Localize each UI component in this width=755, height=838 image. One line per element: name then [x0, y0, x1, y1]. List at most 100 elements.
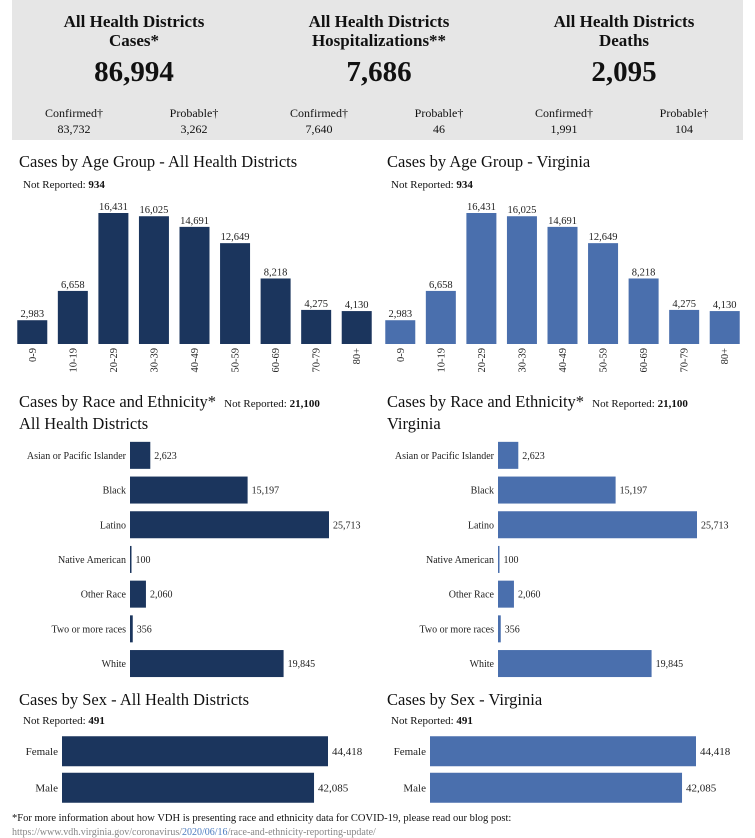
bar-asian-or-pacific-islander: [498, 441, 519, 469]
bar-0-9: [17, 320, 48, 344]
bar-30-39: [138, 216, 169, 344]
race-right-title-line2: Virginia: [387, 414, 441, 433]
not-reported-label: Not Reported:: [391, 179, 454, 191]
bar-50-59: [220, 243, 251, 344]
category-label: Native American: [426, 555, 494, 566]
bar-white: [498, 650, 652, 678]
bar-50-59: [588, 243, 619, 344]
value-label: 6,658: [61, 280, 85, 291]
tick-label: 10-19: [436, 348, 447, 373]
not-reported-value: 934: [456, 179, 473, 191]
bar-other-race: [498, 580, 514, 608]
value-label: 42,085: [318, 782, 349, 794]
category-label: Black: [103, 486, 126, 497]
not-reported-label: Not Reported:: [23, 179, 86, 191]
bar-40-49: [179, 226, 210, 344]
stat-total: 7,686: [346, 56, 412, 88]
value-label: 4,275: [672, 299, 696, 310]
bar-60-69: [628, 278, 659, 344]
value-label: 15,197: [252, 486, 280, 497]
value-label: 2,623: [154, 451, 177, 462]
category-label: Two or more races: [51, 624, 126, 635]
age-right-chart: 2,983 0-9 6,658 10-19 16,431 20-29 16,025 30-39…: [385, 202, 740, 373]
bar-white: [130, 650, 284, 678]
not-reported-value: 21,100: [289, 398, 320, 410]
bar-two-or-more-races: [130, 615, 133, 643]
category-label: Male: [35, 782, 58, 794]
stat-title: All Health Districts Cases*: [14, 12, 254, 50]
stat-title: All Health Districts Hospitalizations**: [259, 12, 499, 50]
value-label: 19,845: [288, 659, 316, 670]
confirmed-label: Confirmed†: [290, 106, 348, 120]
sex-right-chart: Female 44,418 Male 42,085: [394, 736, 731, 803]
confirmed-value: 83,732: [57, 122, 91, 136]
tick-label: 0-9: [28, 348, 39, 362]
bar-other-race: [130, 580, 146, 608]
cases-stat: All Health Districts Cases* 86,994 Confi…: [14, 0, 254, 140]
stat-total: 86,994: [94, 56, 174, 88]
probable-value: 46: [433, 122, 445, 136]
value-label: 44,418: [332, 746, 363, 758]
confirmed-label: Confirmed†: [45, 106, 103, 120]
bar-black: [498, 476, 616, 504]
bar-30-39: [506, 216, 537, 344]
blog-link-prefix: https://www.vdh.virginia.gov/coronavirus…: [12, 827, 182, 838]
race-left-title-line2: All Health Districts: [19, 414, 149, 433]
confirmed-value: 1,991: [550, 122, 578, 136]
tick-label: 20-29: [477, 348, 488, 373]
tick-label: 50-59: [599, 348, 610, 373]
race-left-chart: Asian or Pacific Islander 2,623 Black 15,19…: [27, 441, 361, 678]
value-label: 25,713: [333, 520, 361, 531]
bar-40-49: [547, 226, 578, 344]
tick-label: 0-9: [396, 348, 407, 362]
category-label: Asian or Pacific Islander: [27, 451, 127, 462]
value-label: 100: [136, 555, 151, 566]
value-label: 356: [505, 624, 520, 635]
probable-label: Probable†: [169, 106, 219, 120]
tick-label: 80+: [720, 348, 731, 365]
bar-80+: [709, 311, 740, 344]
race-right-title: Cases by Race and Ethnicity* Not Reporte…: [387, 392, 688, 433]
age-left-not-reported: Not Reported: 934: [23, 179, 105, 191]
tick-label: 70-79: [312, 348, 323, 373]
sex-right-not-reported: Not Reported: 491: [391, 715, 473, 727]
value-label: 4,275: [304, 299, 328, 310]
tick-label: 20-29: [109, 348, 120, 373]
bar-10-19: [425, 290, 456, 344]
category-label: Other Race: [449, 590, 495, 601]
age-right-title: Cases by Age Group - Virginia: [387, 152, 591, 171]
category-label: Two or more races: [419, 624, 494, 635]
sex-left-not-reported: Not Reported: 491: [23, 715, 105, 727]
value-label: 356: [137, 624, 152, 635]
race-left-not-reported: Not Reported: 21,100: [224, 398, 320, 410]
value-label: 16,025: [140, 205, 169, 216]
confirmed-value: 7,640: [305, 122, 333, 136]
blog-post-link[interactable]: https://www.vdh.virginia.gov/coronavirus…: [12, 827, 376, 838]
not-reported-label: Not Reported:: [224, 398, 287, 410]
stat-title-line2: Cases*: [108, 31, 160, 50]
bar-female: [62, 736, 328, 767]
bar-two-or-more-races: [498, 615, 501, 643]
race-left-title: Cases by Race and Ethnicity* Not Reporte…: [19, 392, 320, 433]
category-label: Black: [471, 486, 494, 497]
bar-70-79: [669, 309, 700, 344]
value-label: 2,983: [388, 309, 412, 320]
not-reported-label: Not Reported:: [391, 715, 454, 727]
value-label: 14,691: [548, 216, 577, 227]
tick-label: 60-69: [639, 348, 650, 373]
not-reported-label: Not Reported:: [592, 398, 655, 410]
category-label: Native American: [58, 555, 126, 566]
confirmed-label: Confirmed†: [535, 106, 593, 120]
summary-panel: All Health Districts Cases* 86,994 Confi…: [12, 0, 743, 140]
value-label: 16,431: [99, 202, 128, 213]
value-label: 15,197: [620, 486, 648, 497]
sex-left-chart: Female 44,418 Male 42,085: [26, 736, 363, 803]
bar-20-29: [98, 213, 129, 344]
not-reported-label: Not Reported:: [23, 715, 86, 727]
bar-native-american: [498, 545, 500, 573]
category-label: Other Race: [81, 590, 127, 601]
age-right-not-reported: Not Reported: 934: [391, 179, 473, 191]
value-label: 2,060: [150, 590, 173, 601]
value-label: 25,713: [701, 520, 729, 531]
value-label: 2,623: [522, 451, 545, 462]
